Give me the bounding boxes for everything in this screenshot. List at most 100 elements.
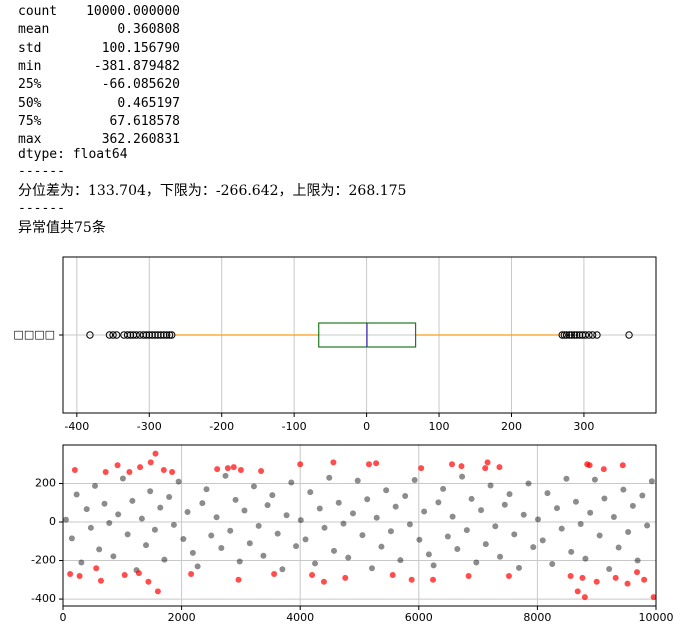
flier	[165, 331, 174, 339]
point	[271, 571, 278, 578]
y-tick-label: □□□□	[13, 328, 55, 341]
point	[129, 497, 136, 504]
point	[135, 570, 142, 577]
x-tick-label: 200	[501, 420, 522, 433]
point	[227, 527, 234, 534]
flier	[86, 331, 94, 339]
point	[106, 519, 113, 526]
point	[307, 489, 314, 496]
point	[235, 576, 242, 583]
point	[97, 577, 104, 584]
x-tick-label: 6000	[405, 611, 433, 624]
point	[525, 480, 532, 487]
point	[175, 478, 182, 485]
point	[309, 571, 316, 578]
flier	[565, 331, 574, 339]
bounds-text: 分位差为：133.704，下限为：-266.642，上限为：268.175	[18, 183, 407, 199]
point	[648, 478, 655, 485]
point	[189, 549, 196, 556]
point	[520, 511, 527, 518]
point	[406, 521, 413, 528]
stat-name: 50%	[18, 95, 42, 111]
describe-row: 75% 67.618578	[18, 114, 180, 130]
point	[364, 496, 371, 503]
point	[354, 477, 361, 484]
point	[425, 551, 432, 558]
point	[203, 486, 210, 493]
flier	[572, 331, 581, 339]
point	[600, 466, 607, 473]
point	[283, 512, 290, 519]
point	[241, 507, 248, 514]
point	[121, 571, 128, 578]
point	[224, 465, 231, 472]
point	[402, 493, 409, 500]
point	[154, 588, 161, 595]
point	[516, 564, 523, 571]
y-tick-label: 0	[49, 515, 56, 528]
point	[418, 465, 425, 472]
point	[572, 498, 579, 505]
flier	[567, 331, 576, 339]
stat-value: -381.879482	[93, 58, 180, 74]
point	[274, 530, 281, 537]
point	[587, 509, 594, 516]
point	[349, 510, 356, 517]
stat-name: max	[18, 132, 42, 148]
point	[625, 529, 632, 536]
point	[650, 594, 657, 601]
flier	[581, 331, 590, 339]
point	[161, 556, 168, 563]
point	[92, 482, 99, 489]
x-tick-label: 300	[573, 420, 594, 433]
point	[482, 541, 489, 548]
point	[214, 466, 221, 473]
flier	[139, 331, 148, 339]
point	[449, 513, 456, 520]
point	[549, 561, 556, 568]
point	[237, 467, 244, 474]
point	[114, 462, 121, 469]
x-tick-label: 2000	[168, 611, 196, 624]
x-tick-label: 0	[363, 420, 370, 433]
point	[373, 460, 380, 467]
flier	[570, 331, 579, 339]
point	[574, 588, 581, 595]
describe-row: std 100.156790	[18, 41, 180, 57]
point	[392, 503, 399, 510]
point	[511, 531, 518, 538]
point	[430, 576, 437, 583]
point	[184, 509, 191, 516]
point	[501, 501, 508, 508]
point	[297, 517, 304, 524]
point	[331, 547, 338, 554]
point	[567, 572, 574, 579]
x-tick-label: -200	[209, 420, 234, 433]
point	[487, 482, 494, 489]
point	[147, 488, 154, 495]
point	[302, 536, 309, 543]
point	[581, 594, 588, 601]
point	[160, 467, 167, 474]
point	[492, 523, 499, 530]
stat-name: min	[18, 58, 42, 74]
y-tick-label: -200	[31, 554, 56, 567]
point	[143, 542, 150, 549]
point	[326, 474, 333, 481]
point	[320, 578, 327, 585]
stat-name: std	[18, 40, 42, 56]
point	[378, 543, 385, 550]
point	[93, 565, 100, 572]
point	[619, 462, 626, 469]
point	[194, 563, 201, 570]
point	[340, 520, 347, 527]
point	[383, 487, 390, 494]
point	[416, 536, 423, 543]
flier	[162, 331, 171, 339]
point	[169, 468, 176, 475]
point	[188, 571, 195, 578]
point	[312, 560, 319, 567]
stat-name: 75%	[18, 113, 42, 129]
point	[264, 502, 271, 509]
